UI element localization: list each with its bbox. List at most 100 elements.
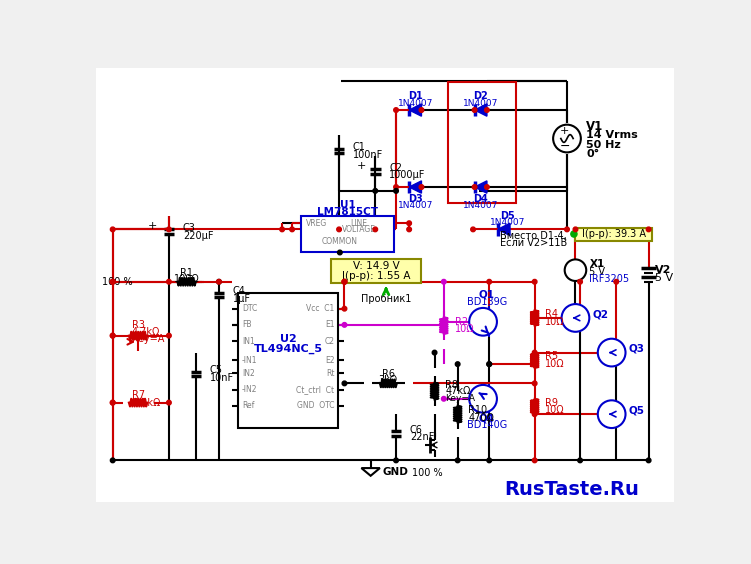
Circle shape [532,381,537,386]
Circle shape [647,227,651,232]
Text: R7: R7 [132,390,145,400]
Text: BD140G: BD140G [467,420,507,430]
Circle shape [614,279,619,284]
Bar [238,293,338,428]
Text: GND: GND [383,467,409,477]
Circle shape [532,458,537,462]
Text: 1N4007: 1N4007 [463,201,499,210]
Text: Q1: Q1 [479,290,495,300]
Text: 1N4007: 1N4007 [463,99,499,108]
Circle shape [110,279,115,284]
Text: Vcc  C1: Vcc C1 [306,304,334,313]
Circle shape [373,188,378,193]
Text: Q4: Q4 [479,413,495,423]
Text: D4: D4 [473,193,488,204]
Circle shape [394,185,398,190]
Circle shape [110,227,115,232]
Text: −: − [559,140,570,153]
Polygon shape [475,104,487,116]
Text: 3kΩ: 3kΩ [379,375,398,385]
Text: 10nF: 10nF [210,373,234,383]
Text: COMMON: COMMON [322,237,357,246]
Text: 10Ω: 10Ω [545,317,565,327]
Text: U1: U1 [339,200,355,210]
Text: VREG: VREG [306,219,327,228]
Circle shape [571,231,577,237]
Circle shape [337,250,342,255]
Circle shape [455,362,460,367]
Circle shape [110,400,115,405]
Text: IRF3205: IRF3205 [590,275,629,284]
Text: C1: C1 [353,142,366,152]
Circle shape [110,279,115,284]
Circle shape [336,227,342,232]
Text: 10Ω: 10Ω [454,324,474,334]
Text: 100nF: 100nF [353,149,383,160]
Text: 47kΩ: 47kΩ [445,386,471,396]
Text: R8: R8 [445,380,458,390]
Circle shape [532,362,537,367]
Circle shape [419,185,424,190]
Circle shape [442,396,446,401]
Circle shape [532,279,537,284]
Circle shape [342,381,347,386]
Text: C6: C6 [410,425,423,435]
Circle shape [578,458,582,462]
Circle shape [342,279,347,284]
Text: R1: R1 [180,267,193,277]
Text: C5: C5 [210,365,223,375]
Circle shape [290,227,294,232]
Text: +: + [560,126,569,136]
Text: C2: C2 [324,337,334,346]
Text: 5 V: 5 V [590,267,605,277]
Circle shape [167,227,171,232]
Circle shape [407,221,412,226]
Text: 1000µF: 1000µF [389,170,426,180]
Circle shape [280,227,285,232]
Circle shape [565,259,587,281]
Text: Ct_ctrl  Ct: Ct_ctrl Ct [297,385,334,394]
Text: R4: R4 [545,309,559,319]
Circle shape [562,304,590,332]
Circle shape [487,458,492,462]
Text: FB: FB [242,320,252,329]
Text: 470Ω: 470Ω [469,413,494,423]
Text: DTC: DTC [242,304,258,313]
Text: D2: D2 [473,91,488,101]
Text: Key=A: Key=A [132,334,164,345]
Circle shape [471,227,475,232]
Circle shape [487,362,492,367]
Text: C3: C3 [182,223,196,233]
Text: Если V2>11В: Если V2>11В [500,238,567,248]
Text: 0°: 0° [587,149,599,159]
Circle shape [442,323,446,327]
Circle shape [433,350,437,355]
Text: 100Ω: 100Ω [173,274,200,284]
Polygon shape [409,104,421,116]
Text: R6: R6 [382,369,395,379]
Text: LM7815CT: LM7815CT [317,206,378,217]
Text: D1: D1 [408,91,423,101]
Bar [330,259,421,283]
Text: -IN2: -IN2 [242,385,258,394]
Circle shape [565,227,569,232]
Text: R2: R2 [454,317,468,327]
Circle shape [373,227,378,232]
Text: 14 Vrms: 14 Vrms [587,130,638,140]
Text: Ref: Ref [242,401,255,410]
Text: IN1: IN1 [242,337,255,346]
Text: E2: E2 [325,356,334,365]
Circle shape [110,400,115,405]
Text: GND  OTC: GND OTC [297,401,334,410]
Text: 10Ω: 10Ω [545,359,565,369]
Text: D3: D3 [408,193,423,204]
Circle shape [469,385,497,413]
Circle shape [487,362,492,367]
Text: 5 V: 5 V [655,273,673,283]
Text: V2: V2 [655,265,671,275]
Text: D5: D5 [500,210,515,221]
Circle shape [532,316,537,320]
Circle shape [342,279,347,284]
Circle shape [342,279,347,284]
Text: VOLTAGE: VOLTAGE [342,225,376,234]
